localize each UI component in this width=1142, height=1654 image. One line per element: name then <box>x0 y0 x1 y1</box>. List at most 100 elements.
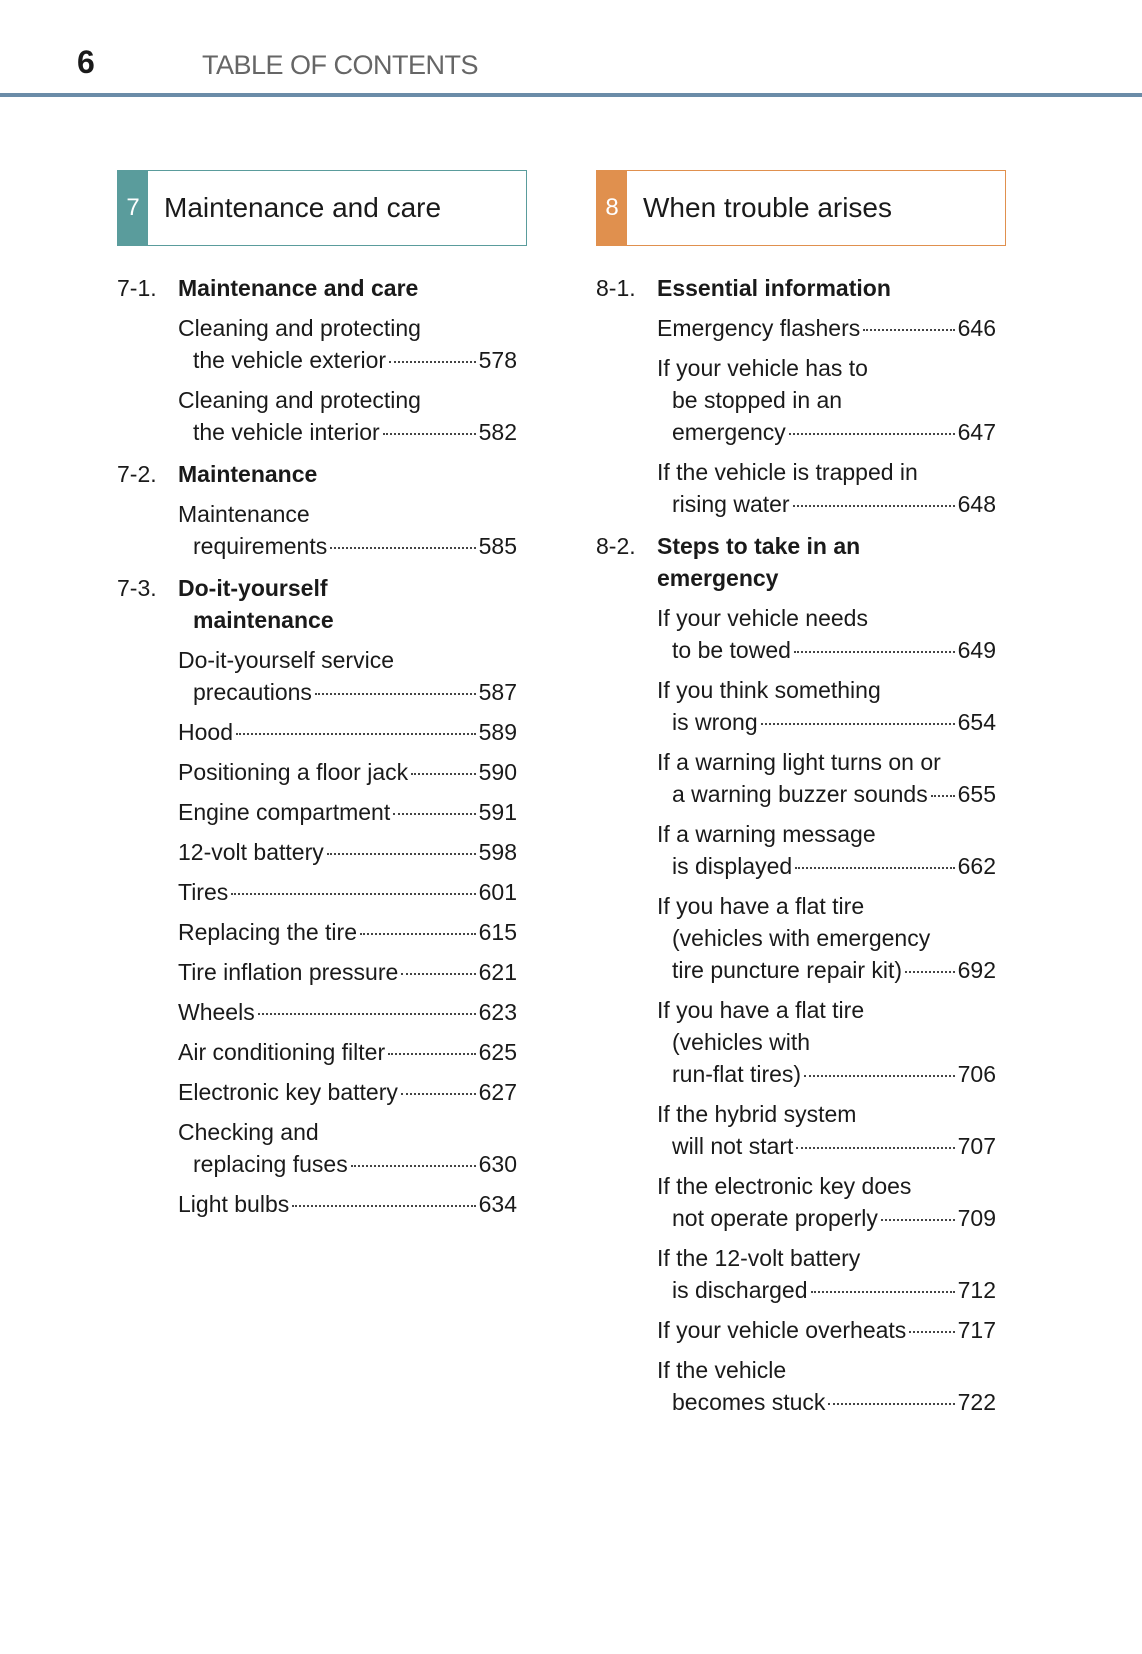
toc-entry[interactable]: Emergency flashers 646 <box>657 312 996 344</box>
entry-text: 12-volt battery <box>178 839 324 865</box>
section-number: 8 <box>597 171 627 245</box>
page-ref[interactable]: 717 <box>957 1317 996 1343</box>
toc-entry[interactable]: If the hybrid system will not start 707 <box>657 1098 996 1162</box>
toc-entry[interactable]: If the vehicle becomes stuck 722 <box>657 1354 996 1418</box>
toc-entry[interactable]: Engine compartment 591 <box>178 796 517 828</box>
entry-line: rising water 648 <box>657 488 996 520</box>
toc-entry[interactable]: If a warning light turns on or a warning … <box>657 746 996 810</box>
page-ref[interactable]: 590 <box>478 759 517 785</box>
toc-entry[interactable]: Checking and replacing fuses 630 <box>178 1116 517 1180</box>
page-ref[interactable]: 648 <box>957 491 996 517</box>
entry-line: Emergency flashers 646 <box>657 312 996 344</box>
entry-text: rising water <box>672 491 790 517</box>
entry-line: Cleaning and protecting <box>178 312 517 344</box>
toc-entry[interactable]: If the 12-volt battery is discharged 712 <box>657 1242 996 1306</box>
page-ref[interactable]: 625 <box>478 1039 517 1065</box>
entry-line: If you have a flat tire <box>657 994 996 1026</box>
entry-line: Light bulbs 634 <box>178 1188 517 1220</box>
dot-leader <box>388 1053 476 1055</box>
page-ref[interactable]: 582 <box>478 419 517 445</box>
entry-text: If you think something <box>657 677 881 703</box>
page-ref[interactable]: 627 <box>478 1079 517 1105</box>
page-ref[interactable]: 692 <box>957 957 996 983</box>
toc-entry[interactable]: If the electronic key does not operate pr… <box>657 1170 996 1234</box>
entry-line: Electronic key battery 627 <box>178 1076 517 1108</box>
page-ref[interactable]: 722 <box>957 1389 996 1415</box>
toc-entry[interactable]: If the vehicle is trapped in rising water… <box>657 456 996 520</box>
page-ref[interactable]: 591 <box>478 799 517 825</box>
toc-entry[interactable]: Tires 601 <box>178 876 517 908</box>
toc-entry[interactable]: Light bulbs 634 <box>178 1188 517 1220</box>
toc-entry[interactable]: Cleaning and protecting the vehicle inter… <box>178 384 517 448</box>
subsection-title-line: Steps to take in an emergency <box>657 533 861 591</box>
page-ref[interactable]: 709 <box>957 1205 996 1231</box>
page-ref[interactable]: 634 <box>478 1191 517 1217</box>
page-ref[interactable]: 647 <box>957 419 996 445</box>
page-ref[interactable]: 662 <box>957 853 996 879</box>
toc-entry[interactable]: If you have a flat tire (vehicles with run… <box>657 994 996 1090</box>
entry-line: will not start 707 <box>657 1130 996 1162</box>
toc-entry[interactable]: Wheels 623 <box>178 996 517 1028</box>
page-ref[interactable]: 712 <box>957 1277 996 1303</box>
subsection-number: 8-2. <box>596 533 636 559</box>
toc-entry[interactable]: Positioning a floor jack 590 <box>178 756 517 788</box>
page-ref[interactable]: 623 <box>478 999 517 1025</box>
section-title: Maintenance and care <box>164 192 442 223</box>
page-ref[interactable]: 621 <box>478 959 517 985</box>
toc-entry[interactable]: Tire inflation pressure 621 <box>178 956 517 988</box>
entry-text: If your vehicle has to <box>657 355 868 381</box>
dot-leader <box>330 547 476 549</box>
page-ref[interactable]: 706 <box>957 1061 996 1087</box>
dot-leader <box>863 329 955 331</box>
entry-text: precautions <box>193 679 312 705</box>
toc-entry[interactable]: If your vehicle overheats 717 <box>657 1314 996 1346</box>
entry-text: If you have a flat tire <box>657 893 865 919</box>
entry-text: If you have a flat tire <box>657 997 865 1023</box>
entry-text: emergency <box>672 419 786 445</box>
page-ref[interactable]: 601 <box>478 879 517 905</box>
subsection-number: 8-1. <box>596 275 636 301</box>
entry-line: Do-it-yourself service <box>178 644 517 676</box>
toc-entry[interactable]: If your vehicle has to be stopped in an em… <box>657 352 996 448</box>
toc-entry[interactable]: Replacing the tire 615 <box>178 916 517 948</box>
entry-line: If the vehicle <box>657 1354 996 1386</box>
page-ref[interactable]: 587 <box>478 679 517 705</box>
page-ref[interactable]: 578 <box>478 347 517 373</box>
entry-text: Checking and <box>178 1119 319 1145</box>
page-number: 6 <box>77 44 95 80</box>
toc-entry[interactable]: Do-it-yourself service precautions 587 <box>178 644 517 708</box>
entry-line: the vehicle exterior 578 <box>178 344 517 376</box>
toc-entry[interactable]: Air conditioning filter 625 <box>178 1036 517 1068</box>
page-ref[interactable]: 646 <box>957 315 996 341</box>
entry-text: If your vehicle overheats <box>657 1317 907 1343</box>
entry-line: to be towed 649 <box>657 634 996 666</box>
toc-entry[interactable]: Electronic key battery 627 <box>178 1076 517 1108</box>
toc-entry[interactable]: If your vehicle needs to be towed 649 <box>657 602 996 666</box>
toc-entry[interactable]: If you have a flat tire (vehicles with em… <box>657 890 996 986</box>
toc-entry[interactable]: Maintenance requirements 585 <box>178 498 517 562</box>
header-rule <box>0 93 1142 97</box>
entry-line: requirements 585 <box>178 530 517 562</box>
page-ref[interactable]: 589 <box>478 719 517 745</box>
page-ref[interactable]: 598 <box>478 839 517 865</box>
page-ref[interactable]: 585 <box>478 533 517 559</box>
entry-text: If the hybrid system <box>657 1101 857 1127</box>
entry-text: is wrong <box>672 709 758 735</box>
toc-entry[interactable]: Hood 589 <box>178 716 517 748</box>
entry-text: the vehicle interior <box>193 419 380 445</box>
entry-line: precautions 587 <box>178 676 517 708</box>
entry-text: Emergency flashers <box>657 315 861 341</box>
page-ref[interactable]: 655 <box>957 781 996 807</box>
page-ref[interactable]: 630 <box>478 1151 517 1177</box>
toc-entry[interactable]: If you think something is wrong 654 <box>657 674 996 738</box>
toc-entry[interactable]: If a warning message is displayed 662 <box>657 818 996 882</box>
page-ref[interactable]: 654 <box>957 709 996 735</box>
page-ref[interactable]: 707 <box>957 1133 996 1159</box>
entry-text: If your vehicle needs <box>657 605 868 631</box>
toc-entry[interactable]: Cleaning and protecting the vehicle exter… <box>178 312 517 376</box>
entry-line: If your vehicle overheats 717 <box>657 1314 996 1346</box>
page-ref[interactable]: 649 <box>957 637 996 663</box>
toc-entry[interactable]: 12-volt battery 598 <box>178 836 517 868</box>
page-ref[interactable]: 615 <box>478 919 517 945</box>
